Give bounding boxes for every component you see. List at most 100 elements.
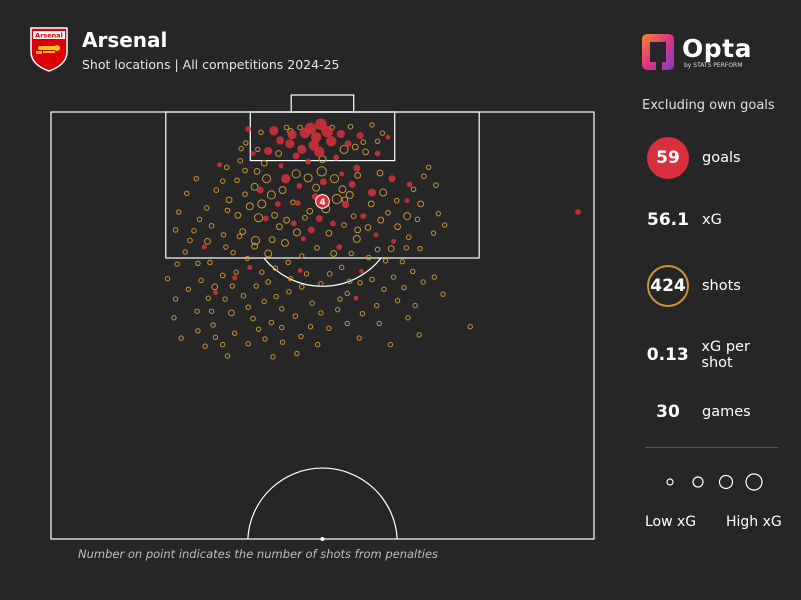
shot-point xyxy=(225,196,233,204)
shot-point xyxy=(171,315,177,321)
center-spot xyxy=(320,537,325,541)
shot-point xyxy=(260,159,268,167)
shot-point xyxy=(230,250,236,256)
shot-point xyxy=(253,283,259,289)
shot-point xyxy=(417,200,425,208)
shot-point xyxy=(307,324,314,330)
goal-point xyxy=(305,158,312,165)
goal-point xyxy=(281,174,291,184)
penalty-count-label: 4 xyxy=(319,198,325,208)
goal-point xyxy=(353,164,361,172)
shots-label: shots xyxy=(702,278,741,294)
shot-point xyxy=(245,202,254,211)
goal-point xyxy=(388,175,396,183)
stat-xg: 56.1 xG xyxy=(640,210,722,230)
shot-point xyxy=(185,286,192,293)
goals-value: 59 xyxy=(647,137,689,179)
shot-point xyxy=(224,353,231,359)
goal-point xyxy=(278,163,284,169)
shot-point xyxy=(379,188,388,197)
shot-point xyxy=(242,167,248,174)
shot-point xyxy=(360,139,367,145)
goal-point xyxy=(296,183,303,189)
shot-point xyxy=(264,249,273,258)
shot-point xyxy=(194,308,200,314)
legend-circle-xs xyxy=(666,478,674,486)
goal-point xyxy=(385,134,391,140)
shot-point xyxy=(259,269,265,275)
arsenal-crest-icon: Arsenal xyxy=(30,27,68,72)
shot-point xyxy=(403,212,412,221)
shot-point xyxy=(172,296,179,302)
shot-point xyxy=(184,190,190,197)
shot-point xyxy=(329,174,340,184)
center-circle xyxy=(247,467,398,540)
shot-point xyxy=(364,224,372,231)
shot-point xyxy=(219,178,226,184)
shot-point xyxy=(431,274,437,280)
xg-per-shot-value: 0.13 xyxy=(646,345,689,365)
games-value: 30 xyxy=(656,402,680,422)
goal-point xyxy=(344,140,352,148)
shot-point xyxy=(325,229,333,237)
goal-point xyxy=(290,220,297,227)
goal-point xyxy=(314,146,325,158)
goal-point xyxy=(201,244,207,250)
shot-point xyxy=(291,169,301,179)
goal-point xyxy=(307,226,315,234)
goal-point xyxy=(315,215,323,223)
goal-point xyxy=(216,162,222,168)
goal-point xyxy=(274,201,281,207)
shot-point xyxy=(350,213,357,219)
shot-point xyxy=(231,330,238,336)
shot-point xyxy=(236,233,243,240)
shot-point xyxy=(356,335,362,341)
stats-note: Excluding own goals xyxy=(642,98,775,113)
opta-wordmark: Opta xyxy=(682,33,752,63)
shot-point xyxy=(237,157,244,164)
shot-point xyxy=(331,193,343,205)
shot-point xyxy=(254,213,264,223)
legend-divider xyxy=(645,447,778,448)
goal-point xyxy=(285,139,295,149)
shot-point xyxy=(326,271,333,277)
shot-point xyxy=(298,284,305,290)
shot-point xyxy=(426,164,432,171)
xg-value: 56.1 xyxy=(647,210,689,230)
shot-point xyxy=(467,324,473,330)
shot-point xyxy=(376,169,384,177)
goal-point xyxy=(262,215,269,222)
shot-point xyxy=(182,249,188,255)
goal-point xyxy=(310,131,322,143)
shot-point xyxy=(354,226,362,234)
shot-point xyxy=(347,123,354,130)
shot-point xyxy=(273,293,279,300)
shot-point xyxy=(222,296,228,302)
goal-point xyxy=(359,268,365,274)
shot-point xyxy=(326,325,332,332)
shot-point xyxy=(387,341,394,348)
goal-point xyxy=(404,198,410,204)
goal-point xyxy=(269,126,279,136)
shot-point xyxy=(312,183,321,192)
opta-logo: Opta by STATS PERFORM xyxy=(640,30,752,74)
shot-point xyxy=(204,237,211,245)
opta-byline: by STATS PERFORM xyxy=(684,61,743,69)
shot-point xyxy=(381,286,387,293)
shot-point xyxy=(374,246,381,253)
goal-point xyxy=(247,264,253,270)
goal-point xyxy=(250,150,256,156)
footnote: Number on point indicates the number of … xyxy=(78,547,439,561)
shot-point xyxy=(208,223,215,229)
goal-point xyxy=(391,238,397,244)
shot-point xyxy=(348,250,354,257)
goals-layer xyxy=(201,118,581,301)
shot-point xyxy=(387,245,395,253)
goal-point xyxy=(299,127,311,139)
shot-point xyxy=(421,173,427,180)
legend-circle-s xyxy=(692,476,704,488)
shot-point xyxy=(220,232,227,238)
shot-point xyxy=(374,138,381,144)
shot-point xyxy=(399,258,406,265)
goal-point xyxy=(287,130,297,140)
